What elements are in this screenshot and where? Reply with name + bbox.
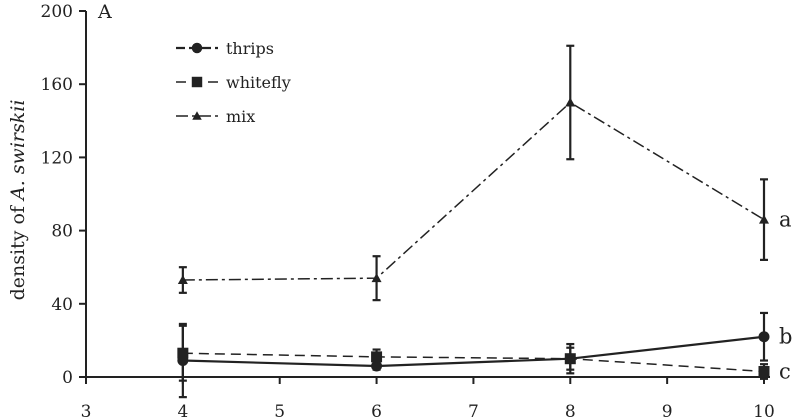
y-tick-label: 160 — [41, 75, 73, 95]
legend-label-mix: mix — [226, 107, 255, 126]
data-point-mix — [177, 275, 188, 285]
group-letter-thrips: b — [779, 325, 792, 349]
legend: thrips whitefly mix — [176, 39, 291, 126]
y-tick-label: 80 — [51, 222, 73, 242]
x-tick-label: 8 — [565, 402, 576, 420]
x-tick-label: 10 — [753, 402, 775, 420]
chart-axes: 0 40 80 120 160 200 3 4 5 6 7 8 9 10 — [41, 2, 775, 420]
y-axis-label: density of A. swirskii — [7, 100, 29, 301]
series-mix: a — [177, 44, 792, 302]
group-letter-mix: a — [779, 208, 792, 232]
legend-item-whitefly: whitefly — [176, 73, 291, 92]
data-point-mix — [759, 214, 769, 224]
data-point-whitefly — [177, 347, 189, 359]
y-axis-label-prefix: density of — [7, 200, 29, 300]
y-axis-label-italic: A. swirskii — [7, 100, 29, 202]
data-point-whitefly — [371, 351, 383, 363]
legend-marker-whitefly — [191, 76, 203, 88]
legend-marker-mix — [192, 111, 202, 120]
legend-item-thrips: thrips — [176, 39, 274, 58]
group-letter-whitefly: c — [779, 360, 791, 384]
y-tick-label: 0 — [62, 368, 73, 388]
legend-item-mix: mix — [176, 107, 255, 126]
series-line-mix — [182, 101, 765, 281]
data-point-mix — [565, 97, 576, 107]
x-tick-label: 5 — [274, 402, 285, 420]
data-point-mix — [371, 273, 382, 283]
panel-label: A — [97, 1, 112, 23]
y-tick-label: 120 — [41, 148, 73, 168]
data-point-whitefly — [564, 353, 576, 365]
series-whitefly: c — [177, 324, 791, 384]
legend-label-thrips: thrips — [226, 39, 274, 58]
series-layer: bc a — [177, 44, 792, 399]
x-tick-label: 3 — [81, 402, 92, 420]
data-point-whitefly — [758, 366, 770, 378]
legend-marker-thrips — [191, 42, 203, 54]
x-tick-label: 6 — [371, 402, 382, 420]
data-point-thrips — [758, 331, 770, 343]
y-tick-label: 40 — [51, 295, 73, 315]
x-tick-label: 4 — [177, 402, 188, 420]
x-tick-label: 7 — [468, 402, 479, 420]
x-tick-label: 9 — [662, 402, 673, 420]
series-line-whitefly — [182, 352, 765, 373]
series-line-thrips — [182, 335, 765, 368]
y-tick-label: 200 — [41, 2, 73, 22]
legend-label-whitefly: whitefly — [226, 73, 291, 92]
